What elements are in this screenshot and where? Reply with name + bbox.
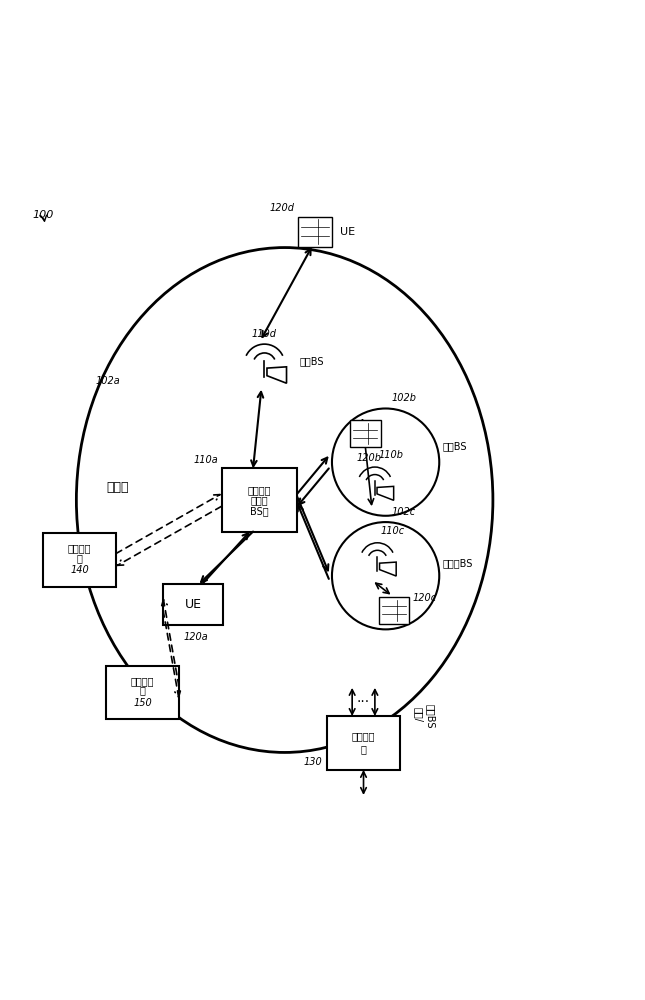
Text: 102b: 102b (392, 393, 417, 403)
Text: ···: ··· (357, 695, 370, 709)
Text: 器: 器 (140, 686, 146, 696)
Text: 基站（例: 基站（例 (248, 486, 271, 496)
Text: 微微BS: 微微BS (442, 441, 467, 451)
Text: UE: UE (340, 227, 355, 237)
Text: 120a: 120a (184, 632, 208, 642)
Text: 110b: 110b (378, 450, 403, 460)
Text: 信令管理: 信令管理 (68, 544, 92, 554)
Bar (379, 597, 409, 624)
Bar (163, 584, 223, 625)
Text: 100: 100 (32, 210, 54, 220)
Text: UE: UE (184, 598, 202, 611)
Text: 120d: 120d (270, 203, 294, 213)
Text: 110d: 110d (252, 329, 277, 339)
Text: 网络控制: 网络控制 (352, 732, 375, 742)
Text: 如，宏: 如，宏 (250, 495, 268, 505)
Text: 器: 器 (77, 553, 83, 563)
Text: 150: 150 (134, 698, 152, 708)
Bar (350, 420, 381, 447)
Bar (297, 217, 332, 247)
Text: 102c: 102c (392, 507, 416, 517)
Text: 宏小区: 宏小区 (106, 481, 128, 494)
Text: 信令管理: 信令管理 (131, 676, 154, 686)
Text: BS）: BS） (250, 506, 269, 516)
Text: 毫微微BS: 毫微微BS (442, 558, 473, 568)
Bar (327, 716, 400, 770)
Text: 去往/: 去往/ (413, 707, 424, 722)
Text: 110c: 110c (381, 526, 404, 536)
Polygon shape (379, 562, 396, 576)
Text: 120b: 120b (356, 453, 381, 463)
Bar (221, 468, 297, 532)
Polygon shape (377, 486, 393, 500)
Text: 102a: 102a (95, 376, 120, 386)
Text: 120c: 120c (413, 593, 437, 603)
Text: 来自BS: 来自BS (425, 704, 435, 729)
Text: 130: 130 (303, 757, 322, 767)
Bar (106, 666, 179, 719)
Text: 140: 140 (70, 565, 89, 575)
Text: 中继BS: 中继BS (299, 356, 324, 366)
Text: 器: 器 (361, 744, 366, 754)
Text: 110a: 110a (194, 455, 219, 465)
Polygon shape (267, 367, 286, 383)
Bar (43, 533, 116, 587)
